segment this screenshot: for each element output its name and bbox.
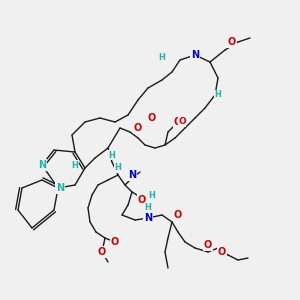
Text: H: H <box>109 151 116 160</box>
Text: N: N <box>191 50 199 60</box>
Text: O: O <box>111 237 119 247</box>
Text: N: N <box>38 160 46 170</box>
Text: N: N <box>56 183 64 193</box>
Text: N: N <box>128 170 136 180</box>
Text: O: O <box>174 117 182 127</box>
Text: H: H <box>72 160 78 169</box>
Text: H: H <box>115 164 122 172</box>
Text: O: O <box>228 37 236 47</box>
Text: H: H <box>145 203 152 212</box>
Text: O: O <box>148 113 156 123</box>
Text: H: H <box>159 53 165 62</box>
Text: O: O <box>98 247 106 257</box>
Text: O: O <box>178 118 186 127</box>
Text: H: H <box>148 190 155 200</box>
Text: O: O <box>174 210 182 220</box>
Text: O: O <box>138 195 146 205</box>
Text: N: N <box>144 213 152 223</box>
Text: O: O <box>204 240 212 250</box>
Text: O: O <box>218 247 226 257</box>
Text: O: O <box>134 123 142 133</box>
Text: H: H <box>214 91 221 100</box>
